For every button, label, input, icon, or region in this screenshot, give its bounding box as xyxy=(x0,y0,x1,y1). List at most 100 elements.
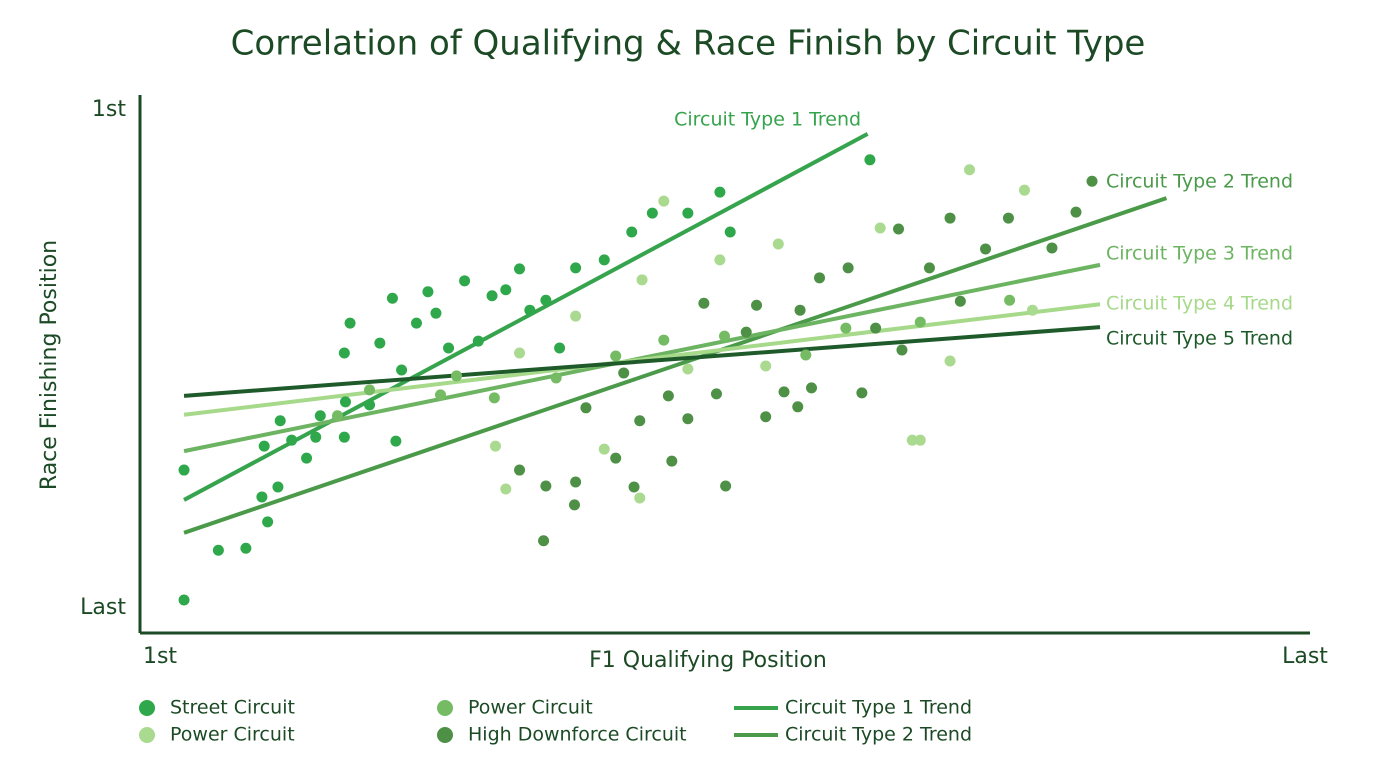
data-point xyxy=(714,186,726,198)
data-point xyxy=(396,364,408,376)
data-point xyxy=(740,326,752,338)
trend-label: Circuit Type 2 Trend xyxy=(1106,171,1293,193)
data-point xyxy=(914,434,926,446)
data-point xyxy=(331,410,343,422)
data-point xyxy=(598,254,610,266)
y-tick-label: Last xyxy=(80,595,126,620)
data-point xyxy=(339,396,351,408)
legend-label: Circuit Type 1 Trend xyxy=(785,697,972,719)
data-point xyxy=(870,322,882,334)
data-point xyxy=(874,222,886,234)
data-point xyxy=(760,360,772,372)
legend-marker xyxy=(437,700,453,716)
data-point xyxy=(610,452,622,464)
data-point xyxy=(538,535,550,547)
data-point xyxy=(658,195,670,207)
data-point xyxy=(364,399,376,411)
data-point xyxy=(1046,242,1058,254)
data-point xyxy=(540,294,552,306)
data-point xyxy=(658,334,670,346)
data-point xyxy=(814,272,826,284)
data-point xyxy=(580,402,592,414)
data-point xyxy=(626,226,638,238)
data-point xyxy=(634,492,646,504)
data-point xyxy=(896,344,908,356)
data-point xyxy=(338,347,350,359)
data-point xyxy=(751,299,763,311)
trend-line xyxy=(183,325,1101,398)
data-point xyxy=(500,284,512,296)
data-point xyxy=(524,304,536,316)
data-point xyxy=(698,297,710,309)
data-point xyxy=(258,440,270,452)
data-point xyxy=(682,363,694,375)
data-point xyxy=(570,262,582,274)
data-point xyxy=(364,384,376,396)
data-point xyxy=(554,342,566,354)
data-point xyxy=(1004,294,1016,306)
data-point xyxy=(914,316,926,328)
data-point xyxy=(760,411,772,423)
data-point xyxy=(893,223,905,235)
data-point xyxy=(598,443,610,455)
data-point xyxy=(443,342,455,354)
data-point xyxy=(489,440,501,452)
data-point xyxy=(864,154,876,166)
data-point xyxy=(718,330,730,342)
data-point xyxy=(610,350,622,362)
data-point xyxy=(240,542,252,554)
data-point xyxy=(178,464,190,476)
trend-label: Circuit Type 1 Trend xyxy=(674,108,861,130)
chart-title: Correlation of Qualifying & Race Finish … xyxy=(231,24,1146,64)
data-point xyxy=(980,243,992,255)
data-point xyxy=(778,386,790,398)
data-point xyxy=(954,295,966,307)
data-point xyxy=(806,382,818,394)
data-point xyxy=(472,335,484,347)
data-point xyxy=(422,286,434,298)
legend-marker xyxy=(139,700,155,716)
data-point xyxy=(390,435,402,447)
data-point xyxy=(344,317,356,329)
data-point xyxy=(514,263,526,275)
legend-label: High Downforce Circuit xyxy=(468,724,687,746)
data-point xyxy=(338,431,350,443)
data-point xyxy=(682,413,694,425)
data-point xyxy=(570,476,582,488)
data-point xyxy=(720,480,732,492)
data-point xyxy=(256,491,268,503)
data-point xyxy=(488,392,500,404)
data-point xyxy=(792,401,804,413)
data-point xyxy=(636,274,648,286)
data-point xyxy=(618,367,630,379)
data-point xyxy=(964,164,976,176)
trend-label: Circuit Type 4 Trend xyxy=(1106,293,1293,315)
data-point xyxy=(662,390,674,402)
data-point xyxy=(568,499,580,511)
data-point xyxy=(923,262,935,274)
data-point xyxy=(646,207,658,219)
data-point xyxy=(840,322,852,334)
data-point xyxy=(301,452,313,464)
legend-marker xyxy=(437,727,453,743)
data-point xyxy=(314,410,326,422)
data-point xyxy=(714,254,726,266)
data-point xyxy=(435,389,447,401)
data-point xyxy=(514,347,526,359)
data-point xyxy=(856,387,868,399)
data-point xyxy=(178,594,190,606)
trend-label: Circuit Type 5 Trend xyxy=(1106,328,1293,350)
x-tick-label: Last xyxy=(1282,644,1328,669)
data-point xyxy=(212,544,224,556)
data-point xyxy=(262,516,274,528)
data-point xyxy=(286,434,298,446)
data-point xyxy=(944,212,956,224)
data-point xyxy=(310,431,322,443)
x-tick-label: 1st xyxy=(143,644,177,669)
data-point xyxy=(570,310,582,322)
data-point xyxy=(410,317,422,329)
data-point xyxy=(514,464,526,476)
legend-label: Power Circuit xyxy=(468,697,593,719)
data-point xyxy=(1026,304,1038,316)
